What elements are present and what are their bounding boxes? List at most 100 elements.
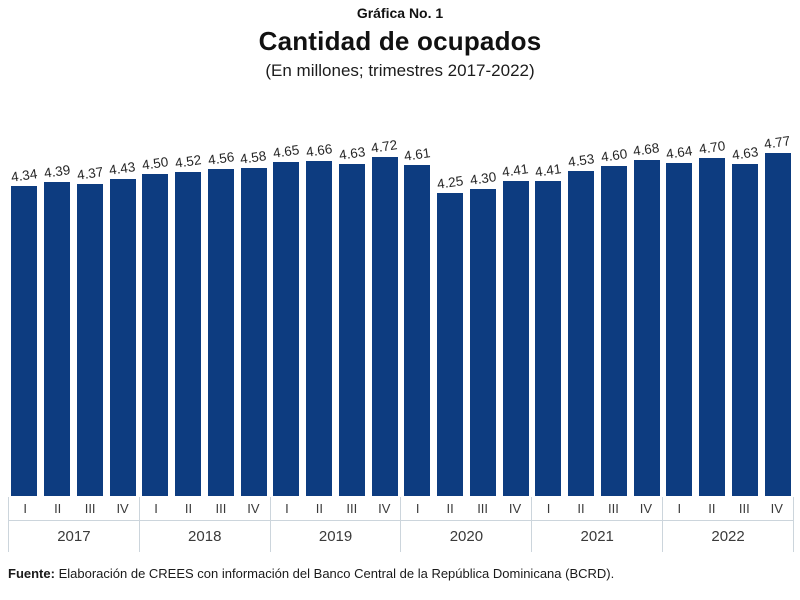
quarter-tick-label: III — [346, 501, 358, 516]
bar-value-label: 4.60 — [599, 146, 628, 165]
bar-value-label: 4.39 — [43, 162, 72, 181]
bar-value-label: 4.65 — [272, 142, 301, 161]
bar-value-label: 4.58 — [239, 148, 268, 167]
year-tick-label: 2022 — [711, 528, 745, 545]
quarter-tick-label: IV — [508, 501, 522, 516]
bar-value-label: 4.63 — [337, 144, 366, 163]
quarter-tick-label: I — [677, 501, 682, 516]
bar-value-label: 4.63 — [730, 144, 759, 163]
bar-slot-2019-I: 4.65 — [270, 142, 303, 496]
bar — [535, 181, 562, 496]
bar — [76, 184, 103, 496]
bar — [502, 181, 529, 496]
quarter-tick-label: IV — [247, 501, 260, 516]
bar-slot-2020-III: 4.30 — [467, 169, 500, 496]
axis-year-group-2019: I II III IV 2019 — [269, 497, 401, 552]
bar-slot-2020-IV: 4.41 — [499, 161, 532, 496]
bar-slot-2017-I: 4.34 — [8, 166, 41, 496]
bar — [600, 166, 627, 496]
bar — [338, 164, 365, 496]
quarter-tick-label: I — [546, 501, 551, 516]
bar-value-label: 4.64 — [665, 143, 694, 162]
bar-value-label: 4.50 — [141, 154, 170, 173]
axis-year-group-2017: I II III IV 2017 — [8, 497, 139, 552]
bar-slot-2019-III: 4.63 — [336, 144, 369, 496]
bar-value-label: 4.34 — [10, 166, 39, 185]
quarter-label-row: I II III IV — [9, 497, 139, 521]
bar-slot-2017-IV: 4.43 — [106, 159, 139, 496]
quarter-tick-label: II — [577, 501, 585, 516]
quarter-label-row: I II III IV — [663, 497, 793, 521]
bar-slot-2021-II: 4.53 — [565, 151, 598, 496]
bar-slot-2021-I: 4.41 — [532, 161, 565, 496]
quarter-tick-label: IV — [770, 501, 783, 516]
bar — [11, 186, 38, 496]
bar-slot-2021-IV: 4.68 — [630, 140, 663, 496]
bar — [207, 169, 234, 496]
bar — [404, 165, 431, 496]
quarter-tick-label: III — [608, 501, 619, 516]
quarter-tick-label: IV — [378, 501, 391, 516]
bar — [633, 160, 660, 496]
bar — [699, 158, 726, 496]
bar-value-label: 4.37 — [75, 164, 104, 183]
year-tick-label: 2017 — [57, 528, 91, 545]
bar-slot-2021-III: 4.60 — [598, 146, 631, 496]
quarter-tick-label: IV — [116, 501, 129, 516]
bar-slot-2020-I: 4.61 — [401, 145, 434, 496]
bar-value-label: 4.68 — [632, 140, 661, 159]
quarter-label-row: I II III IV — [532, 497, 663, 521]
year-tick-label: 2021 — [580, 528, 614, 545]
bar — [240, 168, 267, 496]
bar — [175, 172, 202, 496]
quarter-tick-label: III — [215, 501, 227, 516]
bar-slot-2022-II: 4.70 — [696, 138, 729, 496]
bar — [469, 189, 496, 496]
axis-year-group-2018: I II III IV 2018 — [138, 497, 270, 552]
year-tick-label: 2020 — [449, 528, 484, 545]
chart-subtitle: (En millones; trimestres 2017-2022) — [265, 61, 535, 80]
bar-value-label: 4.77 — [763, 133, 792, 152]
bar — [109, 179, 136, 496]
quarter-tick-label: III — [738, 501, 750, 516]
bar-value-label: 4.66 — [305, 141, 334, 160]
bar-value-label: 4.25 — [436, 173, 465, 192]
quarter-tick-label: II — [54, 501, 62, 516]
bar-slot-2017-III: 4.37 — [74, 164, 107, 496]
quarter-tick-label: II — [708, 501, 716, 516]
bar-value-label: 4.70 — [698, 138, 727, 157]
bar — [273, 162, 300, 496]
bar-slot-2019-II: 4.66 — [303, 141, 336, 496]
quarter-tick-label: IV — [639, 501, 653, 516]
bar-value-label: 4.43 — [108, 159, 137, 178]
bar-slot-2018-I: 4.50 — [139, 154, 172, 496]
bar-slot-2019-IV: 4.72 — [368, 137, 401, 496]
bar — [142, 174, 169, 496]
bar-slot-2020-II: 4.25 — [434, 173, 467, 496]
quarter-tick-label: III — [477, 501, 489, 516]
source-note: Fuente: Elaboración de CREES con informa… — [8, 566, 614, 581]
bar-value-label: 4.53 — [567, 151, 596, 170]
quarter-tick-label: I — [154, 501, 158, 516]
bar-slot-2018-III: 4.56 — [205, 149, 238, 496]
bar-value-label: 4.41 — [501, 161, 530, 180]
bar-slot-2022-III: 4.63 — [729, 144, 762, 496]
bar — [568, 171, 595, 496]
quarter-tick-label: I — [285, 501, 289, 516]
bar-slot-2022-I: 4.64 — [663, 143, 696, 496]
bar — [437, 193, 464, 496]
category-axis: I II III IV 2017 I II III IV 2018 I II III IV 2019 I II I… — [8, 497, 794, 552]
source-label: Fuente: — [8, 566, 55, 581]
axis-year-group-2022: I II III IV 2022 — [662, 497, 794, 552]
quarter-tick-label: I — [415, 501, 420, 516]
bar-slot-2017-II: 4.39 — [41, 162, 74, 496]
source-text: Elaboración de CREES con información del… — [54, 566, 615, 581]
bar-value-label: 4.30 — [468, 169, 497, 188]
bar — [44, 182, 71, 496]
year-tick-label: 2019 — [318, 528, 353, 545]
quarter-label-row: I II III IV — [401, 497, 532, 521]
quarter-tick-label: II — [315, 501, 323, 516]
chart-header: Gráfica No. 1 Cantidad de ocupados (En m… — [0, 4, 800, 82]
quarter-tick-label: II — [184, 501, 193, 516]
